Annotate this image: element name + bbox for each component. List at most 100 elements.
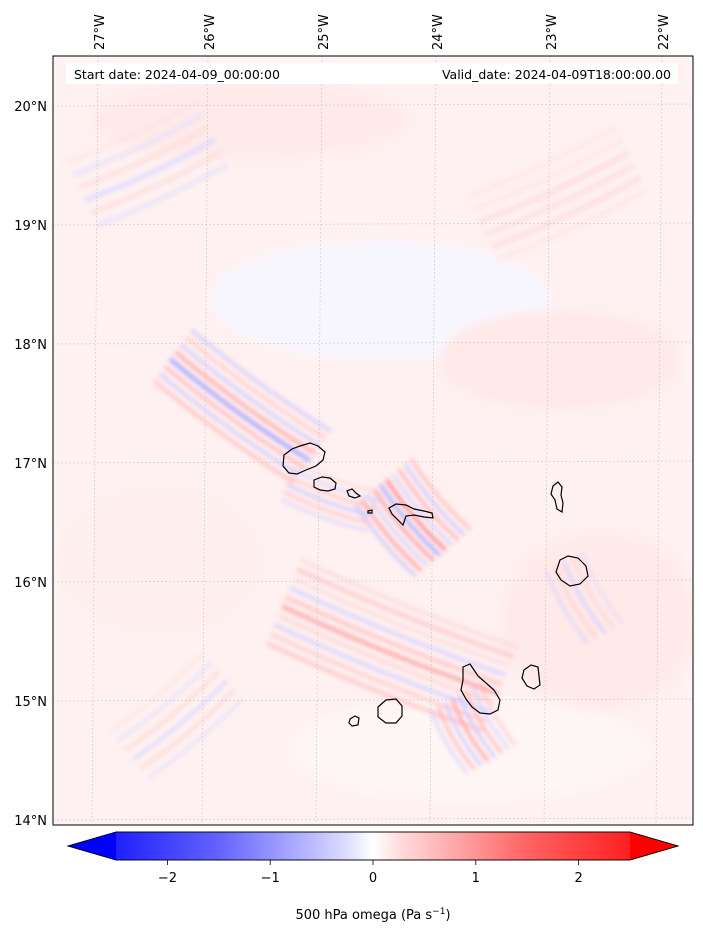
parallel-line [53,817,693,821]
latitude-label: 20°N [14,100,47,115]
colorbar: −2 −1 0 1 2 500 hPa omega (Pa s−1) [66,831,680,923]
wave-streak [367,494,429,567]
colorbar-tick-label: 2 [574,871,582,886]
wave-streak [89,150,222,215]
latitude-label: 16°N [14,576,47,591]
start-date-text: Start date: 2024-04-09_00:00:00 [74,67,280,82]
island-fogo [377,698,403,724]
wave-streak [403,463,466,536]
wave-streak [72,112,205,177]
wave-streak [132,679,228,761]
island-sao-nicolau [388,503,434,527]
wave-streak [409,458,472,531]
island-raso [367,509,373,514]
omega-field [53,56,693,825]
map-panel: Start date: 2024-04-09_00:00:00 Valid_da… [14,14,694,829]
island-santa-luzia [346,488,362,499]
island-sal [550,481,564,513]
meridian-line [201,56,209,825]
colorbar-tick-label: 1 [472,871,480,886]
island-sao-vicente [313,476,337,492]
wave-streak [471,686,510,750]
wave-streak [95,163,228,228]
wave-streak [288,586,507,677]
wave-streak [179,343,322,448]
parallel-line [53,579,693,583]
island-brava [348,715,360,727]
parallel-line [53,698,693,702]
wave-streak [430,710,469,774]
wave-streak [283,490,372,525]
wave-streak [288,475,377,510]
meridian-line [429,56,437,825]
wave-streak [292,577,510,668]
colorbar-tick-label: 0 [369,871,377,886]
wave-streak [580,551,624,624]
latitude-labels: 20°N 19°N 18°N 17°N 16°N 15°N 14°N [14,100,47,829]
wave-streak [147,698,244,779]
wave-streak [116,661,213,742]
island-boa-vista [555,555,589,587]
wave-streak [391,473,453,546]
wave-streak [457,694,496,758]
colorbar-extend-low [68,832,116,860]
meridian-line [543,56,551,825]
parallel-line [53,103,693,107]
longitude-label: 24°W [431,14,446,50]
colorbar-title: 500 hPa omega (Pa s−1) [295,907,450,923]
wave-streak [490,175,642,250]
wave-streak [163,365,306,470]
latitude-label: 19°N [14,219,47,234]
latitude-label: 15°N [14,695,47,710]
colorbar-ticks: −2 −1 0 1 2 [158,860,583,886]
wave-streak [174,350,317,455]
island-maio [521,664,541,690]
wave-streak [190,328,332,433]
wave-streak [66,99,199,165]
longitude-label: 22°W [657,14,672,50]
wave-streak [296,567,514,658]
wave-streak [291,468,380,502]
wave-streak [451,698,489,762]
wave-streak [437,706,476,770]
longitude-label: 27°W [93,14,108,50]
wave-streak [124,670,220,752]
info-banner [66,63,678,84]
wave-streak [385,478,447,552]
longitude-label: 23°W [545,14,560,50]
island-santiago [460,663,501,715]
wave-streak [478,150,630,225]
wave-streak [360,499,423,572]
colorbar-tick-label: −2 [158,871,177,886]
valid-date-text: Valid_date: 2024-04-09T18:00:00.00 [442,67,671,82]
wave-streak [294,460,382,495]
wave-streak [153,379,295,484]
wave-streak [266,642,484,733]
wave-streak [84,137,216,203]
longitude-labels: 27°W 26°W 25°W 24°W 23°W 22°W [93,14,672,50]
meridian-line [315,56,323,825]
latitude-label: 18°N [14,338,47,353]
longitude-label: 26°W [203,14,218,50]
wave-streak [281,604,499,696]
wave-streak [484,163,636,237]
colorbar-tick-label: −1 [261,871,280,886]
wave-streak [478,682,517,746]
wave-streak [562,561,606,634]
wave-streak [373,488,435,562]
wave-streak [466,125,618,199]
coastlines [282,442,589,727]
longitude-label: 25°W [317,14,332,50]
wave-streak [397,468,460,541]
parallel-line [53,341,693,345]
wave-streak [554,566,598,639]
wave-streak [472,137,624,212]
parallel-line [53,222,693,226]
wave-streak [286,483,374,517]
wave-streak [185,336,327,441]
wave-streak [496,188,648,263]
wave-streak [300,558,518,649]
wave-streak [444,702,483,766]
wave-streak [78,125,211,190]
